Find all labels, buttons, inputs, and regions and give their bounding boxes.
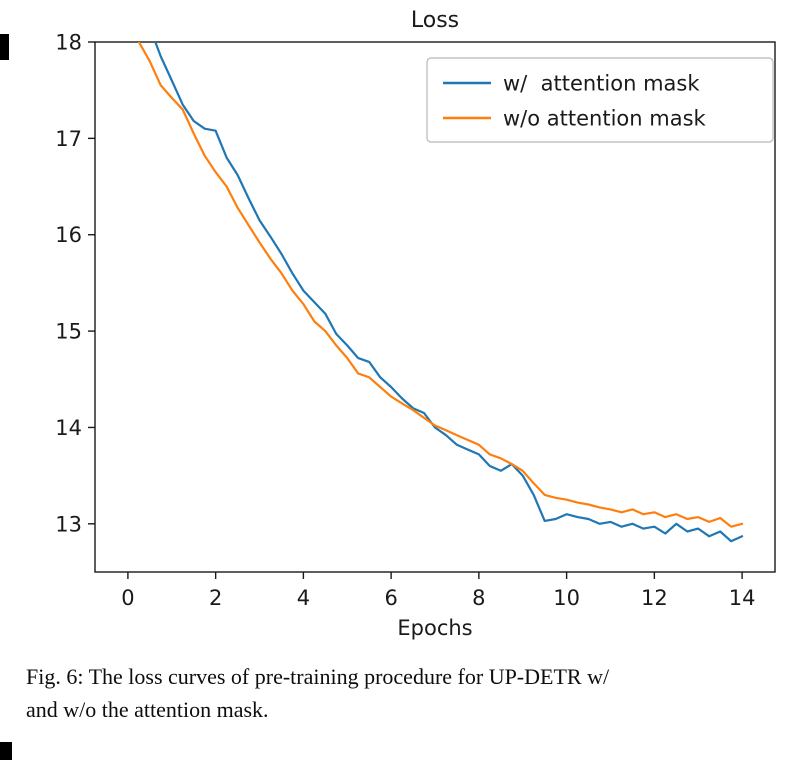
- x-tick-label: 6: [384, 586, 397, 610]
- loss-line-chart: Loss 0 2 4 6 8 10 12 14 13 14 15 16 17 18 Epochs w/ atte…: [55, 8, 776, 640]
- x-tick-label: 2: [209, 586, 222, 610]
- figure-caption-line1: Fig. 6: The loss curves of pre-training …: [26, 664, 610, 689]
- y-tick-label: 15: [55, 320, 82, 344]
- x-tick-label: 14: [729, 586, 756, 610]
- y-tick-label: 18: [55, 31, 82, 55]
- y-tick-label: 14: [55, 416, 82, 440]
- chart-title: Loss: [411, 8, 459, 33]
- x-tick-label: 4: [297, 586, 310, 610]
- x-tick-label: 12: [641, 586, 668, 610]
- x-tick-label: 0: [121, 586, 134, 610]
- figure-caption: Fig. 6: The loss curves of pre-training …: [26, 660, 784, 726]
- figure-caption-line2: and w/o the attention mask.: [26, 697, 269, 722]
- y-tick-label: 16: [55, 223, 82, 247]
- legend-label-1: w/ attention mask: [503, 72, 700, 96]
- legend-box: [426, 57, 774, 143]
- y-tick-label: 13: [55, 512, 82, 536]
- scan-artifact-top-left: [0, 34, 9, 60]
- plot-frame: [94, 41, 776, 573]
- x-tick-label: 8: [472, 586, 485, 610]
- legend-label-2: w/o attention mask: [503, 107, 707, 131]
- scan-artifact-bottom-left: [0, 742, 12, 760]
- y-tick-label: 17: [55, 127, 82, 151]
- loss-chart-figure: Loss 0 2 4 6 8 10 12 14 13 14 15 16 17 18 Epochs w/ atte…: [55, 8, 776, 640]
- series-line-w-o-attention-mask: [137, 42, 744, 528]
- x-tick-label: 10: [553, 586, 580, 610]
- series-line-w-attention-mask: [154, 42, 744, 543]
- x-axis-label: Epochs: [397, 616, 472, 640]
